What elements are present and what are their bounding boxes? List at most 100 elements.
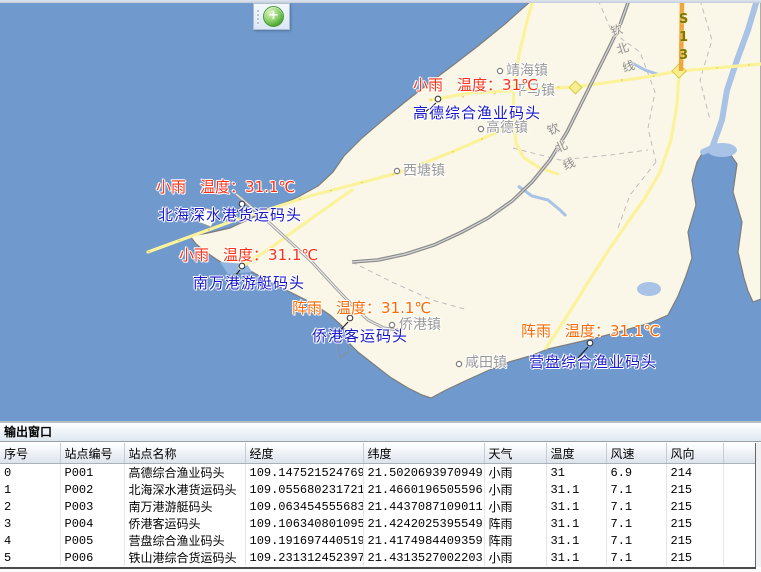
station-name-label: 南万港游艇码头: [193, 274, 306, 292]
town-label-pingma: 平马镇: [513, 83, 555, 99]
table-row[interactable]: 5 P006 铁山港综合货运码头 109.231312452397 21.4313527…: [0, 549, 756, 566]
toolbar-grip-handle[interactable]: [254, 4, 261, 29]
table-cell: 215: [666, 481, 724, 498]
map-viewport[interactable]: S13 钦北线 钦北线 靖海镇 平马镇 高德镇 西塘镇 侨港镇 咸田镇 小雨 温度…: [0, 3, 761, 421]
table-cell: 7.1: [606, 481, 667, 498]
roads-yellow: [146, 3, 761, 350]
table-row[interactable]: 0 P001 高德综合渔业码头 109.147521524769 21.50206939…: [0, 463, 756, 481]
table-cell: 109.106340801095: [245, 515, 364, 532]
station-name-label: 营盘综合渔业码头: [529, 353, 658, 371]
table-cell: 阵雨: [484, 532, 547, 549]
station-weather-label: 小雨 温度：31.1℃: [179, 246, 319, 264]
table-cell: 215: [666, 532, 724, 549]
table-cell: P006: [60, 549, 125, 566]
table-cell: 铁山港综合货运码头: [124, 549, 246, 566]
table-cell: 21.4313527002203: [363, 549, 485, 566]
table-cell: 6.9: [606, 463, 667, 481]
road-gray: [235, 192, 399, 332]
column-header[interactable]: 纬度: [363, 443, 485, 464]
table-row[interactable]: 3 P004 侨港客运码头 109.106340801095 21.4242025395…: [0, 515, 756, 532]
stations-table: 序号 站点编号 站点名称 经度 纬度 天气 温度 风速 风向 0 P001 高德综合渔业码头 109.…: [0, 443, 756, 566]
table-cell: 小雨: [484, 463, 547, 481]
table-cell: [723, 549, 756, 566]
table-cell: P002: [60, 481, 125, 498]
table-cell: 21.4242025395549: [363, 515, 485, 532]
output-panel-title: 输出窗口: [0, 423, 761, 442]
town-markers: [388, 67, 504, 368]
table-cell: [723, 498, 756, 515]
railway: [351, 3, 630, 264]
table-cell: 21.4174984409359: [363, 532, 485, 549]
table-cell: 北海深水港货运码头: [124, 481, 246, 498]
lake: [637, 282, 661, 296]
table-cell: 31.1: [546, 549, 607, 566]
town-label-qiaogang: 侨港镇: [399, 317, 441, 333]
output-grid[interactable]: 序号 站点编号 站点名称 经度 纬度 天气 温度 风速 风向 0 P001 高德综合渔业码头 109.…: [0, 443, 756, 567]
table-cell: P001: [60, 463, 125, 481]
table-row[interactable]: 4 P005 营盘综合渔业码头 109.191697440519 21.41749844…: [0, 532, 756, 549]
table-cell: P003: [60, 498, 125, 515]
column-header[interactable]: 温度: [546, 443, 607, 464]
column-header[interactable]: 天气: [484, 443, 547, 464]
grid-right-gutter: [755, 443, 761, 567]
column-header[interactable]: 风向: [666, 443, 724, 464]
table-cell: 阵雨: [484, 515, 547, 532]
table-cell: 3: [0, 515, 61, 532]
column-header[interactable]: 序号: [0, 443, 61, 464]
column-header[interactable]: 站点名称: [124, 443, 246, 464]
station-weather-label: 阵雨 温度：31.1℃: [292, 299, 432, 317]
station-weather-label: 阵雨 温度：31.1℃: [521, 322, 661, 340]
table-cell: 215: [666, 498, 724, 515]
stream: [517, 184, 568, 218]
table-cell: 215: [666, 515, 724, 532]
table-cell: 21.4437087109011: [363, 498, 485, 515]
table-row[interactable]: 2 P003 南万港游艇码头 109.063454555683 21.443708710…: [0, 498, 756, 515]
station-name-label: 北海深水港货运码头: [158, 206, 303, 224]
add-button[interactable]: +: [263, 6, 284, 27]
station-markers: [238, 95, 594, 347]
highway-shield-s13: S13: [676, 12, 691, 66]
map-canvas: [0, 3, 761, 421]
table-cell: 31.1: [546, 498, 607, 515]
top-strip: [0, 0, 761, 3]
table-cell: 7.1: [606, 532, 667, 549]
column-header[interactable]: [723, 443, 756, 464]
table-cell: 南万港游艇码头: [124, 498, 246, 515]
table-cell: 7.1: [606, 498, 667, 515]
table-cell: P005: [60, 532, 125, 549]
table-cell: 4: [0, 532, 61, 549]
table-cell: 0: [0, 463, 61, 481]
station-weather-label: 小雨 温度：31.1℃: [156, 178, 296, 196]
table-cell: 2: [0, 498, 61, 515]
pier-structure: [197, 207, 220, 228]
table-header-row: 序号 站点编号 站点名称 经度 纬度 天气 温度 风速 风向: [0, 443, 756, 464]
table-cell: 小雨: [484, 498, 547, 515]
table-cell: 7.1: [606, 515, 667, 532]
column-header[interactable]: 经度: [245, 443, 364, 464]
table-cell: [723, 532, 756, 549]
table-cell: 31.1: [546, 532, 607, 549]
table-cell: 31: [546, 463, 607, 481]
below-grid-area: [0, 569, 761, 572]
table-cell: [723, 481, 756, 498]
plus-icon: +: [268, 8, 279, 23]
admin-boundaries: [351, 3, 713, 311]
table-cell: 215: [666, 549, 724, 566]
table-cell: 5: [0, 549, 61, 566]
station-name-label: 高德综合渔业码头: [413, 104, 542, 122]
table-cell: 214: [666, 463, 724, 481]
panel-separator: [0, 421, 761, 423]
table-row[interactable]: 1 P002 北海深水港货运码头 109.055680231721 21.4660196…: [0, 481, 756, 498]
column-header[interactable]: 风速: [606, 443, 667, 464]
table-cell: 小雨: [484, 481, 547, 498]
table-cell: 侨港客运码头: [124, 515, 246, 532]
table-cell: 21.4660196505596: [363, 481, 485, 498]
column-header[interactable]: 站点编号: [60, 443, 125, 464]
table-cell: [723, 463, 756, 481]
table-cell: 营盘综合渔业码头: [124, 532, 246, 549]
table-cell: 1: [0, 481, 61, 498]
table-cell: P004: [60, 515, 125, 532]
town-label-xitang: 西塘镇: [403, 163, 445, 179]
grid-bottom-border: [0, 567, 756, 569]
